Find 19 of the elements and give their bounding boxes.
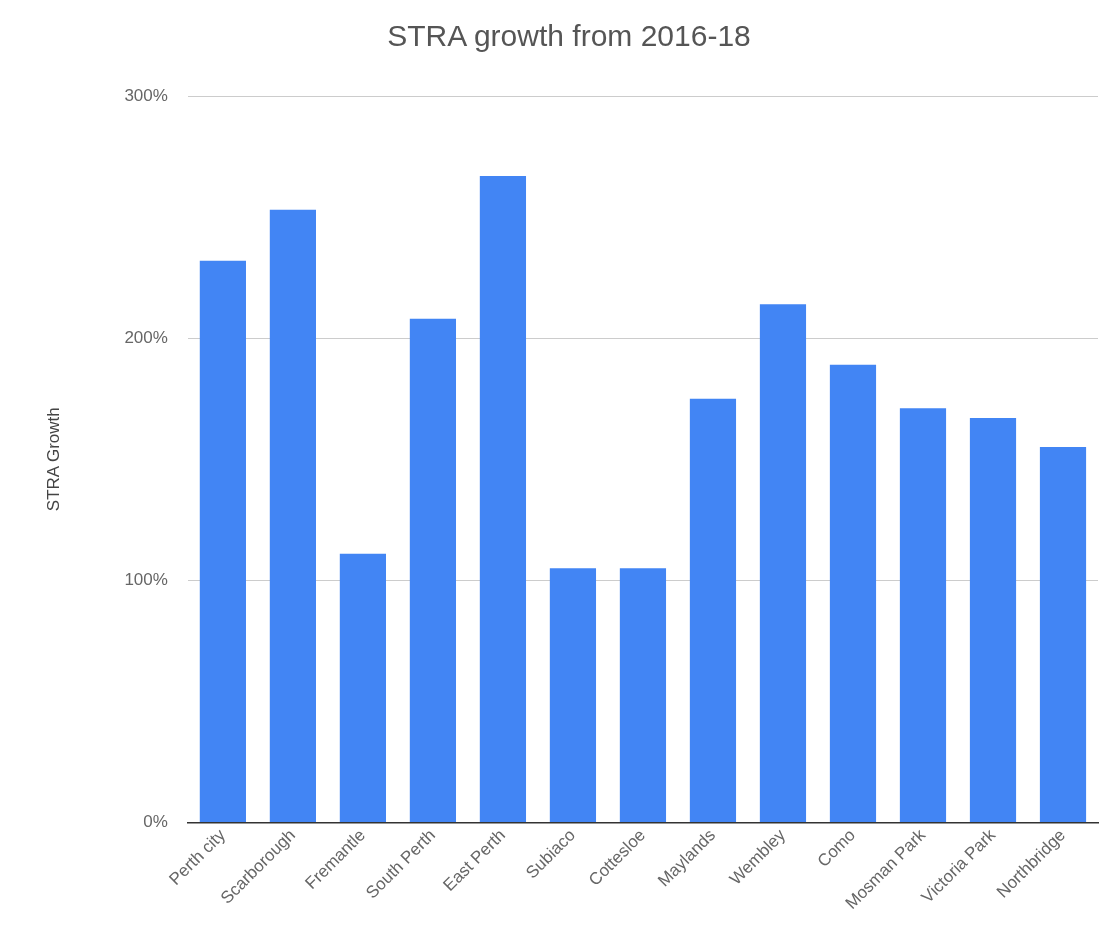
y-tick-label: 0% — [143, 812, 168, 832]
bar — [269, 209, 316, 822]
bar — [339, 553, 387, 822]
y-tick-label: 200% — [124, 327, 168, 347]
chart-title: STRA growth from 2016-18 — [387, 19, 751, 53]
bar — [1039, 447, 1087, 822]
bar — [899, 408, 947, 822]
y-tick-label: 300% — [124, 85, 168, 105]
bar — [689, 398, 737, 822]
bar — [199, 260, 246, 822]
y-tick-label: 100% — [124, 569, 168, 589]
bar — [829, 364, 877, 822]
bar — [409, 318, 457, 822]
bar — [619, 568, 667, 822]
y-axis-title: STRA Growth — [43, 407, 63, 512]
bar — [479, 175, 527, 822]
bar — [759, 304, 807, 822]
bar — [969, 418, 1017, 822]
bar — [549, 568, 597, 822]
